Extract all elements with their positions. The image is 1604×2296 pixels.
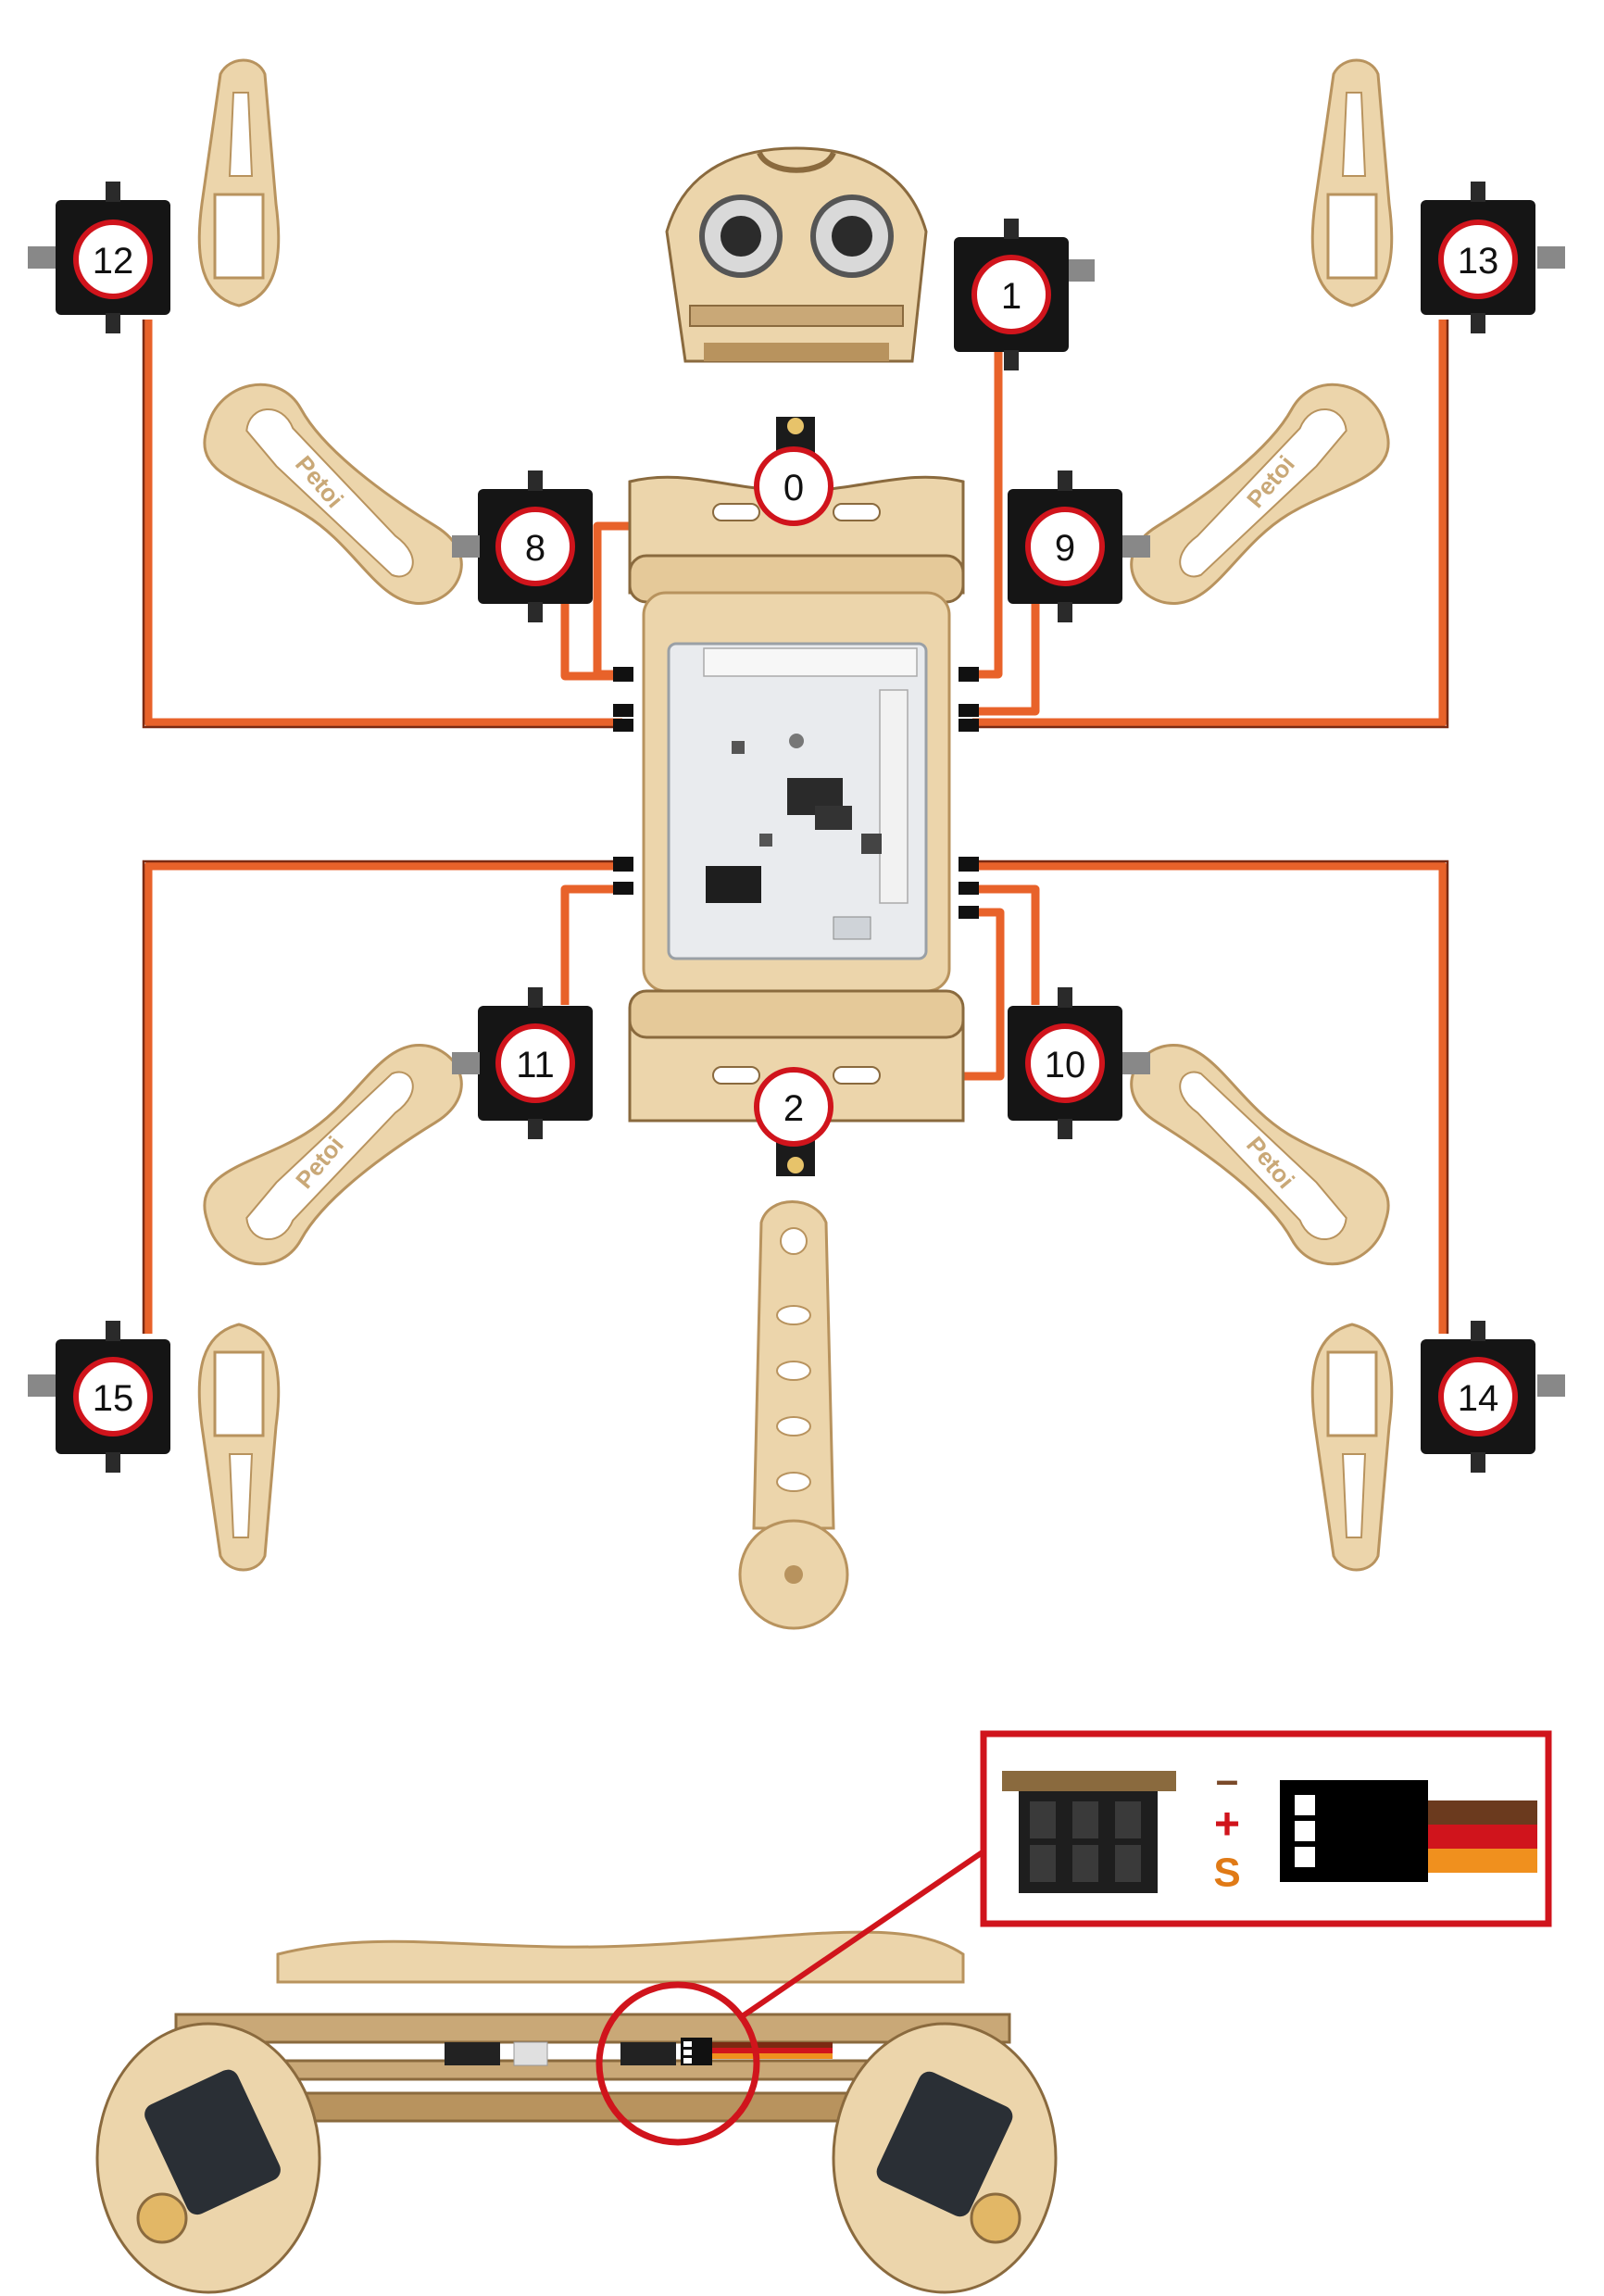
bone-part-upper-left: Petoi [183,343,478,658]
upper-leg-left-top [197,58,281,307]
pin-plus-label: + [1214,1800,1240,1850]
servo-13-badge [1438,220,1518,299]
tail-part [738,1200,849,1630]
callout-circle [595,1981,760,2146]
servo-headers [613,667,979,919]
wire-10 [972,885,1040,1005]
servo-11-label: 11 [516,1045,555,1085]
servo-11: 11 [452,987,593,1139]
wire-9 [972,602,1040,716]
servo-14: 14 [1421,1321,1565,1473]
servo-plug-closeup [1280,1780,1537,1882]
bone-part-upper-right: Petoi [1115,343,1410,658]
servo-13-label: 13 [1458,241,1499,282]
wire-15 [144,861,622,1334]
servo-15: 15 [28,1321,170,1473]
bone-part-lower-right: Petoi [1115,991,1410,1306]
servo-12-label: 12 [93,241,134,282]
connector-callout: – + S [595,1730,1552,2146]
servo-9: 9 [1008,470,1150,622]
servo-2-badge [754,1067,833,1147]
pin-signal-label: S [1213,1851,1240,1896]
lower-leg-right-bottom [1310,1323,1394,1572]
servo-9-label: 9 [1055,528,1075,569]
servo-14-badge [1438,1357,1518,1437]
upper-leg-right-top [1310,58,1394,307]
wire-11 [560,885,622,1005]
control-board [667,642,928,960]
servo-9-badge [1025,507,1105,586]
wire-14 [972,861,1447,1334]
servo-10-badge [1025,1023,1105,1103]
servo-8-label: 8 [525,528,545,569]
servo-1-badge [971,255,1051,334]
wire-12 [144,320,622,727]
servo-13: 13 [1421,182,1565,333]
head-sensor-module [665,146,928,363]
wire-13 [972,320,1447,727]
servo-1: 1 [954,219,1095,370]
servo-14-label: 14 [1458,1378,1499,1419]
servo-8: 8 [452,470,593,622]
side-view-assembly [95,1930,1058,2294]
servo-wires-dark [142,320,1449,1334]
header-pin-closeup [1002,1771,1176,1893]
bone-part-lower-left: Petoi [183,991,478,1306]
servo-12: 12 [28,182,170,333]
servo-0-label: 0 [783,468,804,508]
servo-0: 0 [754,446,833,526]
lower-leg-left-bottom [197,1323,281,1572]
servo-10-label: 10 [1045,1045,1086,1085]
servo-8-badge [495,507,575,586]
servo-0-badge [754,446,833,526]
servo-15-badge [73,1357,153,1437]
servo-10: 10 [1008,987,1150,1139]
wire-1 [963,352,1003,679]
servo-12-badge [73,220,153,299]
servo-15-label: 15 [93,1378,134,1419]
servo-2: 2 [754,1067,833,1147]
pin-minus-label: – [1216,1758,1238,1803]
servo-1-label: 1 [1001,276,1021,317]
servo-11-badge [495,1023,575,1103]
servo-2-label: 2 [783,1088,804,1129]
